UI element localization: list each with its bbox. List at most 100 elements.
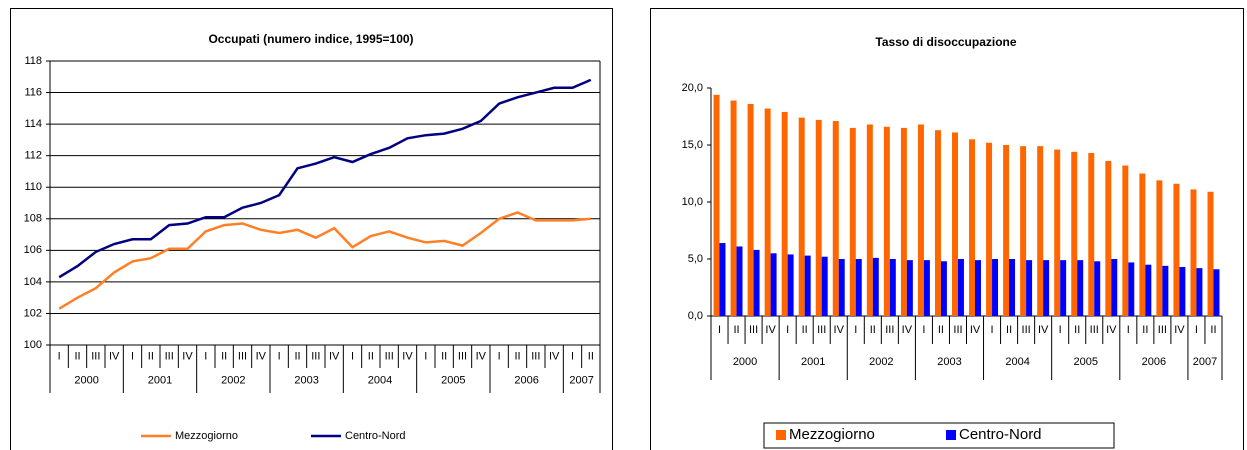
x-group-label: 2005	[441, 374, 465, 386]
bar	[719, 243, 726, 316]
x-tick-label: II	[588, 350, 594, 362]
bar	[906, 260, 913, 316]
y-tick-label: 112	[24, 150, 42, 162]
bar	[1060, 260, 1067, 316]
x-group-label: 2002	[221, 374, 245, 386]
y-tick-label: 118	[24, 55, 42, 67]
legend-label: Mezzogiorno	[175, 430, 238, 442]
chart-title: Occupati (numero indice, 1995=100)	[208, 32, 413, 46]
bar	[764, 108, 771, 317]
x-tick-label: II	[870, 324, 876, 336]
x-tick-label: II	[368, 350, 374, 362]
bar	[1162, 265, 1169, 316]
x-group-label: 2004	[368, 374, 392, 386]
bar	[952, 132, 958, 316]
x-tick-label: I	[1059, 324, 1062, 336]
x-group-label: 2006	[514, 374, 538, 386]
bar	[1196, 268, 1203, 316]
bar	[1213, 269, 1220, 316]
bar	[787, 254, 794, 316]
bar	[1145, 264, 1152, 316]
x-tick-label: IV	[109, 350, 120, 362]
x-tick-label: IV	[970, 324, 981, 336]
bar	[957, 259, 964, 316]
y-tick-label: 15,0	[682, 139, 703, 151]
x-tick-label: II	[294, 350, 300, 362]
y-tick-label: 106	[24, 244, 42, 256]
bar	[781, 111, 788, 316]
y-tick-label: 104	[24, 276, 42, 288]
line	[58, 211, 591, 310]
x-tick-label: III	[385, 350, 394, 362]
legend-box	[763, 422, 1115, 449]
bar	[900, 127, 907, 317]
line	[58, 78, 592, 279]
bar	[992, 259, 999, 316]
x-tick-label: IV	[402, 350, 413, 362]
x-tick-label: III	[531, 350, 540, 362]
bar	[934, 130, 941, 316]
x-tick-label: II	[148, 350, 154, 362]
bar	[940, 261, 947, 316]
x-tick-label: I	[351, 350, 354, 362]
x-group-label: 2003	[937, 356, 961, 368]
bar	[1054, 149, 1061, 316]
bar	[1207, 191, 1214, 316]
x-tick-label: I	[718, 324, 721, 336]
x-tick-label: I	[498, 350, 501, 362]
x-tick-label: II	[74, 350, 80, 362]
y-tick-label: 102	[24, 307, 42, 319]
x-tick-label: I	[1195, 324, 1198, 336]
x-tick-label: IV	[476, 350, 487, 362]
x-tick-label: III	[91, 350, 100, 362]
bar	[832, 121, 839, 316]
x-tick-label: II	[221, 350, 227, 362]
bar	[753, 249, 760, 316]
bar	[1122, 165, 1129, 316]
x-tick-label: IV	[1174, 324, 1185, 336]
bar	[804, 255, 811, 316]
x-tick-label: I	[424, 350, 427, 362]
y-tick-label: 20,0	[682, 82, 703, 94]
bar	[1190, 189, 1197, 316]
bar	[1111, 259, 1118, 316]
bar	[1026, 260, 1033, 316]
x-tick-label: IV	[549, 350, 560, 362]
x-tick-label: II	[1074, 324, 1080, 336]
x-tick-label: II	[802, 324, 808, 336]
x-tick-label: I	[278, 350, 281, 362]
legend-label: Centro-Nord	[345, 430, 406, 442]
x-tick-label: IV	[1106, 324, 1117, 336]
x-tick-label: IV	[182, 350, 193, 362]
x-group-label: 2007	[569, 374, 593, 386]
x-tick-label: III	[238, 350, 247, 362]
x-tick-label: IV	[256, 350, 267, 362]
x-tick-label: III	[311, 350, 320, 362]
x-tick-label: I	[131, 350, 134, 362]
x-tick-label: III	[885, 324, 894, 336]
legend-label: Mezzogiorno	[789, 426, 875, 443]
x-group-label: 2002	[869, 356, 893, 368]
y-tick-label: 5,0	[688, 253, 703, 265]
x-tick-label: I	[204, 350, 207, 362]
bar	[1094, 261, 1101, 316]
x-tick-label: III	[458, 350, 467, 362]
bar	[1139, 173, 1146, 316]
x-tick-label: II	[514, 350, 520, 362]
bar	[1077, 260, 1084, 316]
y-tick-label: 110	[24, 181, 42, 193]
bar	[1071, 151, 1078, 316]
y-tick-label: 0,0	[688, 310, 703, 322]
bar	[736, 246, 743, 316]
x-tick-label: I	[58, 350, 61, 362]
x-tick-label: I	[922, 324, 925, 336]
y-tick-label: 108	[24, 213, 42, 225]
x-tick-label: II	[1210, 324, 1216, 336]
bar	[1009, 259, 1016, 316]
x-tick-label: II	[938, 324, 944, 336]
x-group-label: 2007	[1193, 356, 1217, 368]
x-tick-label: IV	[1038, 324, 1049, 336]
bar	[1088, 152, 1095, 316]
y-tick-label: 10,0	[682, 196, 703, 208]
